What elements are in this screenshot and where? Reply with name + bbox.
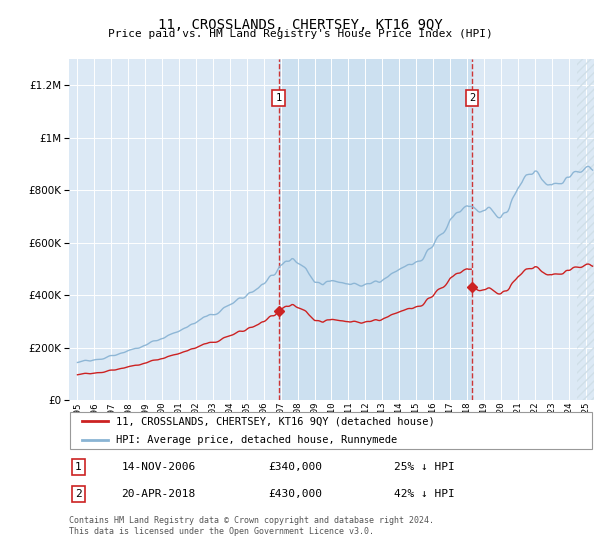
Bar xyxy=(278,59,472,400)
Text: 11, CROSSLANDS, CHERTSEY, KT16 9QY: 11, CROSSLANDS, CHERTSEY, KT16 9QY xyxy=(158,18,442,32)
Text: Price paid vs. HM Land Registry's House Price Index (HPI): Price paid vs. HM Land Registry's House … xyxy=(107,29,493,39)
Text: £340,000: £340,000 xyxy=(269,462,323,472)
FancyBboxPatch shape xyxy=(70,412,592,449)
Text: 11, CROSSLANDS, CHERTSEY, KT16 9QY (detached house): 11, CROSSLANDS, CHERTSEY, KT16 9QY (deta… xyxy=(116,417,435,426)
Text: 42% ↓ HPI: 42% ↓ HPI xyxy=(395,489,455,499)
Text: 1: 1 xyxy=(275,93,282,103)
Bar xyxy=(577,59,594,400)
Text: 25% ↓ HPI: 25% ↓ HPI xyxy=(395,462,455,472)
Text: 2: 2 xyxy=(75,489,82,499)
Text: 2: 2 xyxy=(469,93,475,103)
Text: 14-NOV-2006: 14-NOV-2006 xyxy=(121,462,196,472)
Text: Contains HM Land Registry data © Crown copyright and database right 2024.
This d: Contains HM Land Registry data © Crown c… xyxy=(69,516,434,536)
Text: HPI: Average price, detached house, Runnymede: HPI: Average price, detached house, Runn… xyxy=(116,435,398,445)
Bar xyxy=(577,59,594,400)
Text: £430,000: £430,000 xyxy=(269,489,323,499)
Text: 20-APR-2018: 20-APR-2018 xyxy=(121,489,196,499)
Bar xyxy=(577,59,594,400)
Text: 1: 1 xyxy=(75,462,82,472)
